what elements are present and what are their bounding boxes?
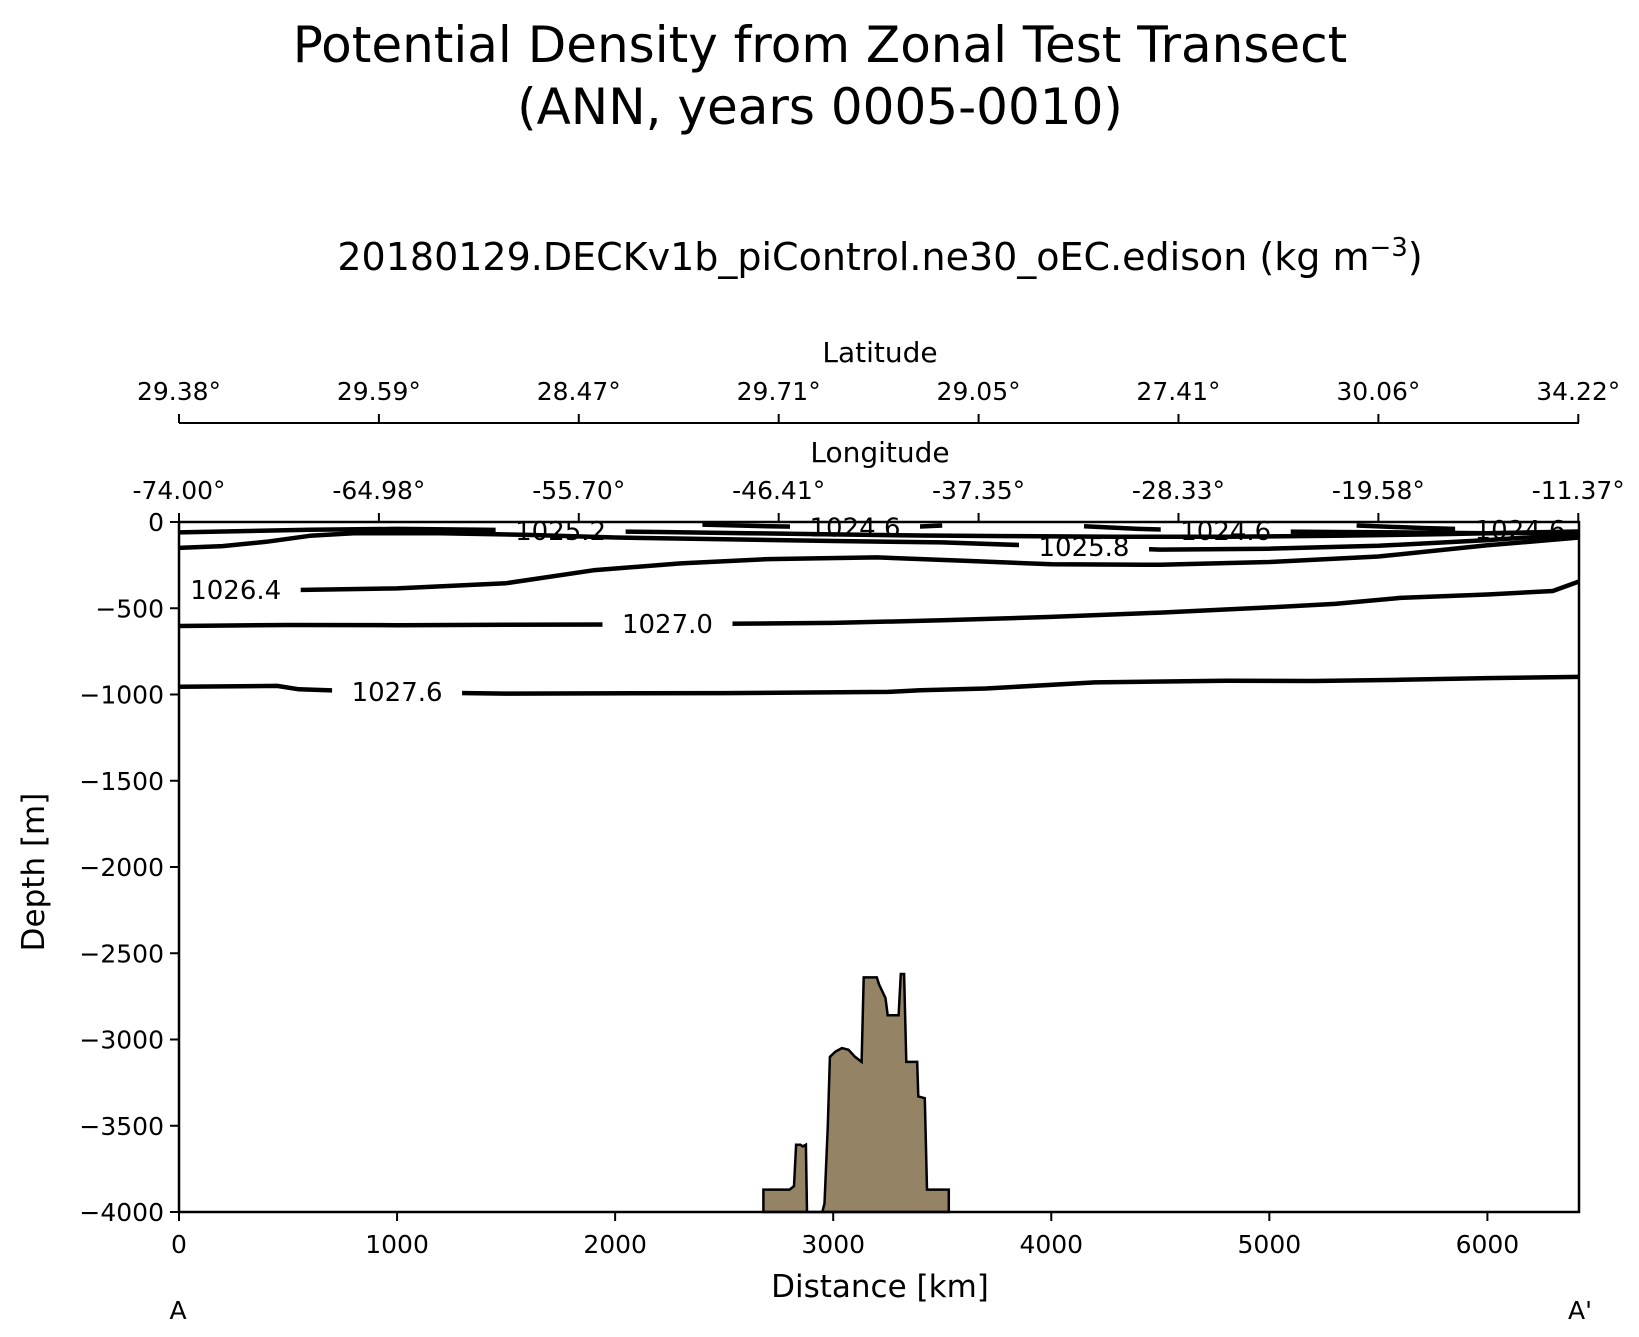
contour-1024.6: 1024.6	[702, 513, 943, 543]
plot-title-close: )	[1408, 235, 1423, 279]
latitude-axis-label: Latitude	[822, 336, 937, 369]
contour-1027.6: 1027.6	[178, 674, 1580, 708]
y-tick-label: −1500	[79, 767, 164, 796]
longitude-tick-label: -46.41°	[732, 476, 825, 505]
x-tick-label: 6000	[1456, 1230, 1520, 1259]
plot-title-exponent: −3	[1369, 233, 1407, 263]
longitude-tick-label: -11.37°	[1532, 476, 1625, 505]
y-tick-label: −500	[95, 594, 164, 623]
contour-1026.4: 1026.4	[179, 535, 1580, 606]
latitude-tick-label: 28.47°	[537, 377, 621, 406]
longitude-tick-label: -28.33°	[1132, 476, 1225, 505]
contour-label: 1027.0	[622, 610, 713, 640]
latitude-tick-label: 30.06°	[1336, 377, 1420, 406]
x-tick-label: 5000	[1238, 1230, 1302, 1259]
contour-line	[178, 674, 1580, 696]
suptitle-line-1: Potential Density from Zonal Test Transe…	[293, 16, 1347, 74]
bathymetry-fill	[762, 972, 951, 1214]
contour-1027.0: 1027.0	[178, 579, 1580, 640]
x-axis-label: Distance [km]	[771, 1269, 989, 1305]
y-tick-label: −3500	[79, 1112, 164, 1141]
secondary-axes: -74.00° -64.98° -55.70° -46.41° -37.35° -28.3…	[132, 377, 1625, 523]
latitude-tick-label: 29.05°	[937, 377, 1021, 406]
longitude-tick-label: -19.58°	[1332, 476, 1425, 505]
x-axis-ticks: 0 1000 2000 3000 4000 5000 6000	[171, 1212, 1519, 1259]
latitude-tick-label: 29.38°	[137, 377, 221, 406]
latitude-tick-label: 34.22°	[1536, 377, 1620, 406]
contour-line	[179, 535, 1580, 593]
longitude-axis-label: Longitude	[810, 436, 949, 469]
contour-label: 1024.6	[810, 513, 901, 543]
x-tick-label: 0	[171, 1230, 187, 1259]
contour-line	[178, 526, 1580, 539]
suptitle-line-2: (ANN, years 0005-0010)	[517, 78, 1123, 136]
x-tick-label: 3000	[801, 1230, 865, 1259]
latitude-tick-label: 27.41°	[1136, 377, 1220, 406]
contour-line	[178, 579, 1580, 629]
y-tick-label: −2500	[79, 939, 164, 968]
y-tick-label: 0	[148, 508, 164, 537]
plot-title: 20180129.DECKv1b_piControl.ne30_oEC.edis…	[337, 233, 1422, 279]
longitude-tick-label: -55.70°	[532, 476, 625, 505]
y-axis-label: Depth [m]	[16, 793, 52, 952]
longitude-tick-label: -37.35°	[932, 476, 1025, 505]
y-axis-ticks: 0 −500 −1000 −1500 −2000 −2500 −3000 −3500 −4000	[79, 508, 179, 1227]
endpoint-end-label: A'	[1568, 1296, 1592, 1325]
latitude-tick-label: 29.71°	[737, 377, 821, 406]
x-tick-label: 2000	[583, 1230, 647, 1259]
contour-label: 1024.6	[1475, 516, 1566, 546]
contour-line	[178, 530, 1580, 552]
y-tick-label: −3000	[79, 1026, 164, 1055]
y-tick-label: −2000	[79, 853, 164, 882]
y-tick-label: −1000	[79, 681, 164, 710]
y-tick-label: −4000	[79, 1198, 164, 1227]
contour-label: 1027.6	[352, 678, 443, 708]
latitude-tick-label: 29.59°	[337, 377, 421, 406]
contour-line	[1083, 524, 1580, 536]
plot-title-main: 20180129.DECKv1b_piControl.ne30_oEC.edis…	[337, 235, 1369, 279]
x-tick-label: 1000	[365, 1230, 429, 1259]
endpoint-start-label: A	[169, 1296, 186, 1325]
x-tick-label: 4000	[1019, 1230, 1083, 1259]
longitude-tick-label: -74.00°	[132, 476, 225, 505]
contour-label: 1026.4	[190, 576, 281, 606]
longitude-tick-label: -64.98°	[332, 476, 425, 505]
